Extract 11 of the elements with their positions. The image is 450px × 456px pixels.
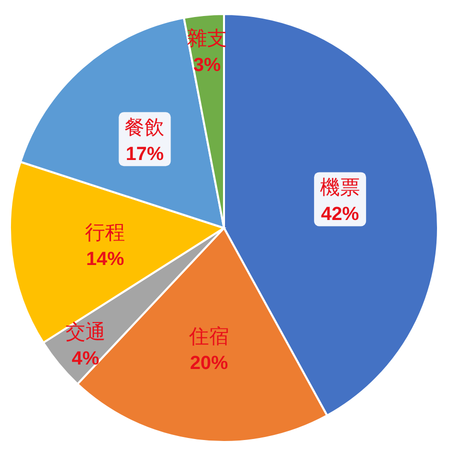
slice-label: 行程 [85, 220, 126, 244]
slice-label: 機票 [320, 175, 360, 200]
slice-label: 餐飲 [124, 115, 165, 140]
slice-label: 住宿 [188, 324, 229, 348]
data-label: 14% [86, 249, 124, 270]
data-label: 17% [126, 144, 164, 166]
slice-label: 交通 [65, 320, 106, 344]
data-label: 20% [190, 352, 228, 374]
data-label: 4% [72, 348, 100, 370]
data-label: 42% [321, 204, 360, 226]
data-label: 3% [193, 55, 221, 76]
